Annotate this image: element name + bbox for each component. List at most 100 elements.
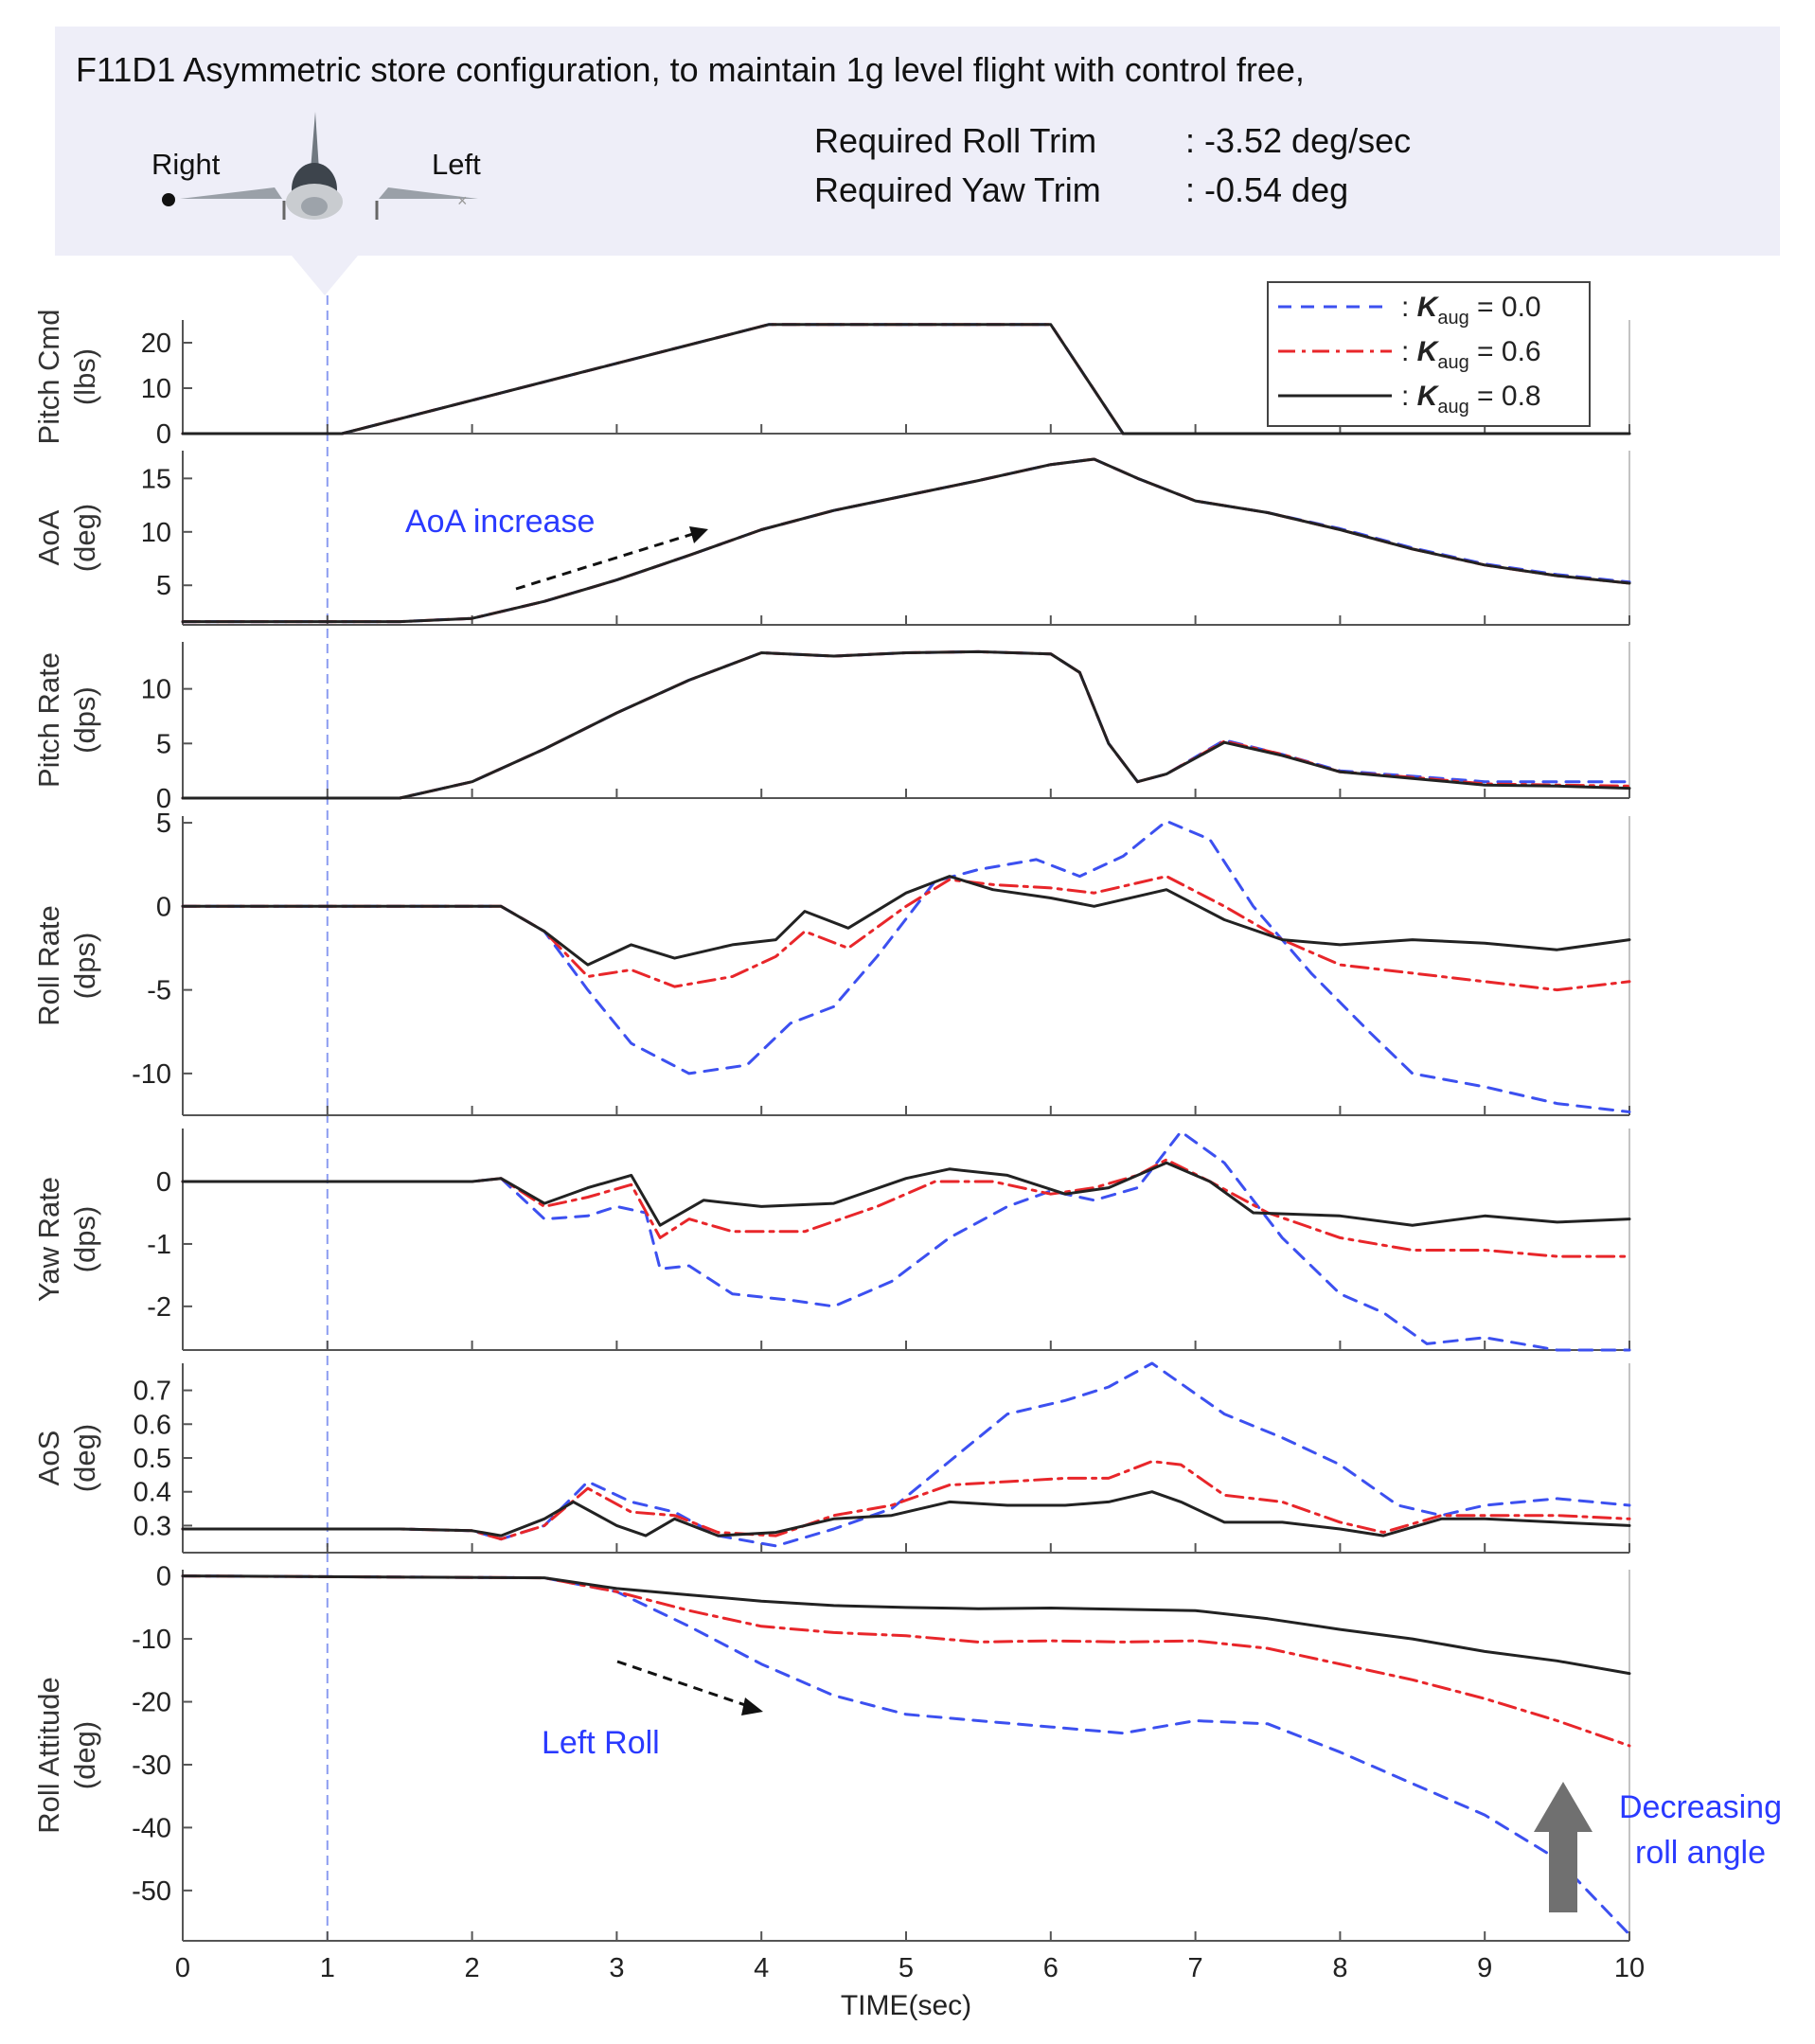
figure-title: F11D1 Asymmetric store configuration, to…: [76, 50, 1305, 89]
yaw-trim-label: Required Yaw Trim: [814, 170, 1101, 209]
series-line-2: [181, 875, 1631, 967]
legend: : Kaug = 0.0 : Kaug = 0.6 : Kaug = 0.8: [1267, 281, 1591, 427]
panel-y-tick-label: 10: [141, 374, 171, 404]
series-line-1: [181, 1158, 1631, 1258]
panel-y-tick-label: 0.4: [133, 1478, 171, 1508]
panel-y-tick-label: 0: [156, 784, 171, 814]
legend-label-1: : Kaug = 0.6: [1401, 336, 1541, 373]
legend-label-0: : Kaug = 0.0: [1401, 292, 1541, 329]
panel-3: -10 -5 0 5 Roll Rate (dps): [32, 809, 1631, 1116]
x-tick-label: 4: [754, 1953, 769, 1983]
panel-y-tick-label: -2: [147, 1292, 171, 1323]
panel-y-tick-label: -10: [132, 1059, 171, 1090]
legend-box: [1267, 281, 1591, 427]
panel-ylabel-line1: Pitch Cmd: [32, 310, 65, 445]
panel-ylabel-line1: Roll Attitude: [32, 1677, 65, 1833]
panel-6: -50 -40 -30 -20 -10 0 Roll Attitude (deg): [32, 1562, 1631, 1942]
series-line-1: [181, 649, 1631, 800]
x-tick-label: 10: [1614, 1953, 1645, 1983]
series-line-0: [181, 819, 1631, 1113]
x-tick-label: 6: [1043, 1953, 1059, 1983]
left-roll-arrow-icon: [616, 1660, 763, 1715]
panel-y-tick-label: 20: [141, 329, 171, 359]
panel-ylabel-line1: AoS: [32, 1431, 65, 1486]
legend-label-2: : Kaug = 0.8: [1401, 381, 1541, 418]
left-roll-annotation: Left Roll: [542, 1725, 660, 1761]
panel-4: -2 -1 0 Yaw Rate (dps): [32, 1129, 1631, 1352]
annotations: AoA increase Left Roll Decreasing roll a…: [405, 504, 1782, 1912]
series-line-1: [181, 875, 1631, 992]
series-line-2: [181, 1161, 1631, 1227]
series-line-0: [181, 1129, 1631, 1352]
panel-y-tick-label: 5: [156, 571, 171, 601]
series-line-0: [181, 1361, 1631, 1548]
panel-y-tick-label: 10: [141, 518, 171, 548]
panel-ylabel-line1: Roll Rate: [32, 905, 65, 1026]
panel-y-tick-label: 15: [141, 464, 171, 494]
header-panel: F11D1 Asymmetric store configuration, to…: [55, 27, 1780, 295]
panel-5: 0.30.4 0.5 0.60.7 AoS (deg): [32, 1361, 1631, 1554]
panel-y-tick-label: -1: [147, 1230, 171, 1260]
aircraft-left-label: Left: [432, 148, 481, 181]
panel-ylabel-line2: (dps): [68, 933, 101, 1000]
roll-trim-label: Required Roll Trim: [814, 121, 1096, 160]
x-tick-label: 3: [609, 1953, 624, 1983]
legend-entries: : Kaug = 0.0 : Kaug = 0.6 : Kaug = 0.8: [1278, 292, 1541, 418]
panel-y-tick-label: 0: [156, 1167, 171, 1198]
series-line-2: [181, 649, 1631, 800]
x-tick-label: 0: [175, 1953, 190, 1983]
panel-1: 5 10 15 AoA (deg): [32, 451, 1631, 626]
decreasing-annotation-line1: Decreasing: [1619, 1789, 1782, 1825]
panel-y-tick-label: 5: [156, 809, 171, 839]
series-line-1: [181, 1574, 1631, 1748]
panel-y-tick-label: -40: [132, 1813, 171, 1843]
series-line-2: [181, 457, 1631, 624]
panel-y-tick-label: 5: [156, 729, 171, 759]
panel-ylabel-line1: AoA: [32, 509, 65, 565]
panel-y-tick-label: 0: [156, 419, 171, 450]
panel-y-tick-label: 0: [156, 1562, 171, 1592]
series-line-2: [181, 1574, 1631, 1676]
panel-y-tick-label: 0: [156, 892, 171, 922]
aircraft-front-view-icon: ×: [162, 112, 478, 220]
panel-y-tick-label: -10: [132, 1625, 171, 1655]
aoa-increase-annotation: AoA increase: [405, 504, 595, 540]
panel-y-tick-label: -20: [132, 1688, 171, 1718]
panel-y-tick-label: 0.7: [133, 1377, 171, 1407]
panel-y-tick-label: 0.3: [133, 1511, 171, 1541]
panel-y-tick-label: -5: [147, 976, 171, 1006]
series-line-1: [181, 1460, 1631, 1541]
panel-ylabel-line2: (deg): [68, 504, 101, 572]
panel-ylabel-line2: (dps): [68, 686, 101, 754]
series-line-0: [181, 457, 1631, 624]
panel-2: 0 5 10 Pitch Rate (dps): [32, 642, 1631, 814]
series-line-0: [181, 1574, 1631, 1936]
panel-y-tick-label: 0.6: [133, 1410, 171, 1440]
panel-y-tick-label: -30: [132, 1751, 171, 1781]
panel-ylabel-line2: (deg): [68, 1424, 101, 1492]
panel-y-tick-label: -50: [132, 1876, 171, 1907]
panel-ylabel-line2: (lbs): [68, 348, 101, 405]
x-tick-label: 9: [1477, 1953, 1492, 1983]
x-tick-label: 8: [1332, 1953, 1347, 1983]
panel-y-tick-label: 0.5: [133, 1444, 171, 1474]
x-tick-label: 5: [899, 1953, 914, 1983]
yaw-trim-value: : -0.54 deg: [1185, 170, 1348, 209]
series-line-2: [181, 323, 1631, 435]
panel-0: 0 10 20 Pitch Cmd (lbs): [32, 310, 1631, 450]
panel-ylabel-line2: (deg): [68, 1721, 101, 1789]
up-arrow-icon: [1534, 1782, 1593, 1912]
panel-ylabel-line1: Yaw Rate: [32, 1177, 65, 1302]
aoa-increase-arrow-icon: [515, 526, 708, 591]
x-axis-label: TIME(sec): [841, 1990, 971, 2021]
header-background: [55, 27, 1780, 295]
series-line-2: [181, 1490, 1631, 1537]
decreasing-annotation-line2: roll angle: [1635, 1835, 1766, 1871]
x-tick-label: 2: [465, 1953, 480, 1983]
panel-y-tick-label: 10: [141, 675, 171, 705]
x-tick-label: 7: [1188, 1953, 1203, 1983]
aircraft-right-label: Right: [151, 148, 221, 181]
panel-ylabel-line2: (dps): [68, 1206, 101, 1273]
